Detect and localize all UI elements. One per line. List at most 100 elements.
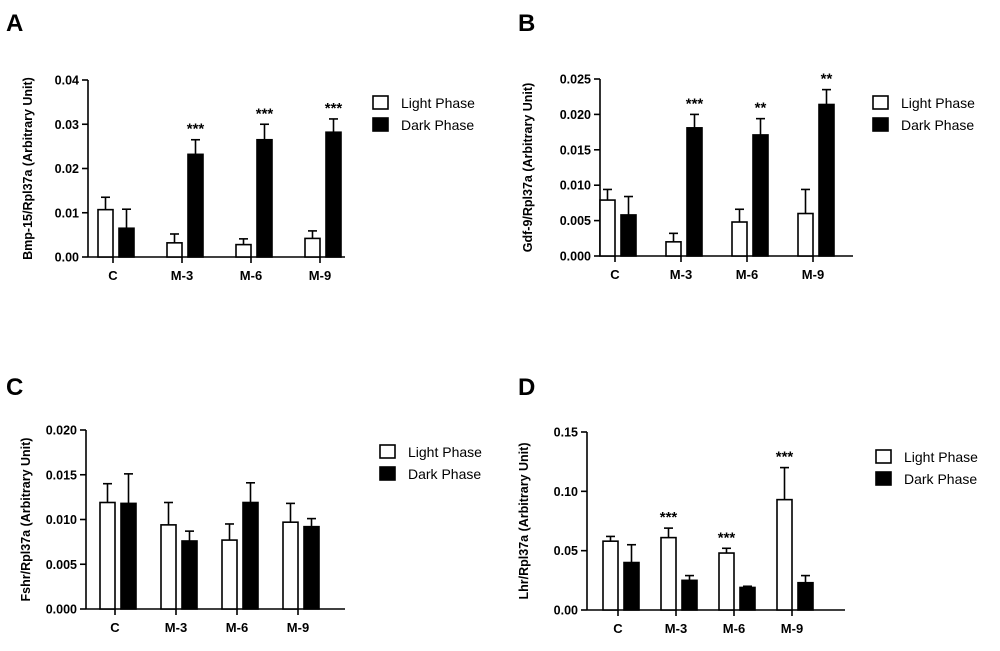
y-tick-label: 0.010: [560, 179, 591, 193]
bar-dark: [187, 153, 204, 258]
y-tick-label: 0.15: [554, 426, 578, 440]
y-tick-label: 0.025: [560, 73, 591, 87]
y-tick-label: 0.04: [55, 74, 79, 88]
bar-dark: [181, 540, 198, 610]
bar-dark: [620, 214, 637, 257]
y-tick-label: 0.020: [560, 108, 591, 122]
y-axis-label: Gdf-9/Rpl37a (Arbitrary Unit): [521, 83, 535, 252]
panel-letter: A: [6, 10, 23, 37]
x-tick-label: M-6: [723, 621, 745, 636]
y-axis-label: Lhr/Rpl37a (Arbitrary Unit): [517, 443, 531, 600]
x-tick-label: C: [610, 267, 620, 282]
legend-label-light: Light Phase: [904, 449, 978, 465]
panel-letter: B: [518, 10, 535, 37]
y-tick-label: 0.02: [55, 162, 79, 176]
bar-dark: [325, 131, 342, 258]
y-axis-label: Fshr/Rpl37a (Arbitrary Unit): [19, 438, 33, 602]
legend-swatch-light: [872, 95, 889, 110]
y-tick-label: 0.020: [46, 424, 77, 438]
legend-swatch-dark: [379, 466, 396, 481]
significance-marker: ***: [187, 121, 205, 138]
bar-dark: [752, 134, 769, 257]
bar-dark: [686, 127, 703, 257]
legend-label-dark: Dark Phase: [904, 471, 977, 487]
panel-b: B Gdf-9/Rpl37a (Arbitrary Unit) 0.000 0.005…: [518, 10, 975, 282]
legend-label-dark: Dark Phase: [408, 466, 481, 482]
x-tick-label: M-6: [240, 268, 262, 283]
legend-label-dark: Dark Phase: [901, 117, 974, 133]
y-tick-label: 0.015: [560, 143, 591, 157]
y-tick-label: 0.005: [46, 558, 77, 572]
bar-dark: [256, 138, 273, 258]
bar-light: [797, 212, 814, 257]
panel-d: D Lhr/Rpl37a (Arbitrary Unit) 0.00 0.05 0.10…: [517, 374, 978, 636]
bar-light: [97, 208, 114, 258]
legend-swatch-dark: [875, 471, 892, 486]
bar-dark: [739, 586, 756, 611]
significance-marker: ***: [256, 105, 274, 122]
y-tick-label: 0.03: [55, 118, 79, 132]
bar-light: [660, 536, 677, 611]
y-tick-label: 0.05: [554, 544, 578, 558]
significance-marker: **: [755, 100, 767, 117]
legend: Light Phase Dark Phase: [372, 95, 475, 133]
significance-marker: ***: [660, 509, 678, 526]
legend: Light Phase Dark Phase: [875, 449, 978, 487]
bar-light: [99, 501, 116, 610]
bar-dark: [797, 581, 814, 611]
x-tick-label: M-3: [171, 268, 193, 283]
y-tick-label: 0.000: [560, 250, 591, 264]
panel-letter: D: [518, 374, 535, 401]
bar-dark: [681, 579, 698, 611]
legend: Light Phase Dark Phase: [379, 444, 482, 482]
x-tick-label: M-6: [226, 620, 248, 635]
y-tick-label: 0.00: [55, 251, 79, 265]
legend-swatch-dark: [872, 117, 889, 132]
panel-letter: C: [6, 374, 23, 401]
bar-dark: [303, 525, 320, 610]
bar-dark: [242, 501, 259, 610]
x-tick-label: M-3: [165, 620, 187, 635]
bar-light: [665, 241, 682, 257]
bar-light: [776, 498, 793, 611]
y-tick-label: 0.010: [46, 513, 77, 527]
legend-label-light: Light Phase: [401, 95, 475, 111]
legend-label-light: Light Phase: [408, 444, 482, 460]
legend-label-light: Light Phase: [901, 95, 975, 111]
x-tick-label: M-9: [309, 268, 331, 283]
significance-marker: ***: [686, 95, 704, 112]
significance-marker: ***: [718, 529, 736, 546]
x-tick-label: M-3: [670, 267, 692, 282]
bar-light: [718, 552, 735, 611]
bar-light: [235, 243, 252, 258]
y-tick-label: 0.000: [46, 603, 77, 617]
bar-light: [221, 539, 238, 610]
y-tick-label: 0.01: [55, 206, 79, 220]
x-tick-label: M-9: [802, 267, 824, 282]
panel-c: C Fshr/Rpl37a (Arbitrary Unit) 0.000 0.005 0…: [6, 374, 482, 635]
legend-swatch-dark: [372, 117, 389, 132]
bar-light: [282, 521, 299, 610]
bar-light: [599, 199, 616, 257]
bar-dark: [120, 502, 137, 610]
legend-swatch-light: [875, 449, 892, 464]
x-tick-label: C: [110, 620, 120, 635]
x-tick-label: M-9: [287, 620, 309, 635]
bar-dark: [118, 227, 135, 258]
panel-a: A Bmp-15/Rpl37a (Arbitrary Unit) 0.00 0.01 0…: [6, 10, 475, 283]
bar-dark: [623, 561, 640, 611]
significance-marker: ***: [776, 449, 794, 466]
bar-dark: [818, 103, 835, 257]
x-tick-label: M-9: [781, 621, 803, 636]
x-tick-label: M-3: [665, 621, 687, 636]
legend-swatch-light: [379, 444, 396, 459]
y-tick-label: 0.005: [560, 214, 591, 228]
y-axis-label: Bmp-15/Rpl37a (Arbitrary Unit): [21, 77, 35, 260]
bar-light: [731, 221, 748, 257]
bar-light: [166, 242, 183, 258]
legend-label-dark: Dark Phase: [401, 117, 474, 133]
x-tick-label: M-6: [736, 267, 758, 282]
y-tick-label: 0.00: [554, 604, 578, 618]
y-tick-label: 0.10: [554, 485, 578, 499]
